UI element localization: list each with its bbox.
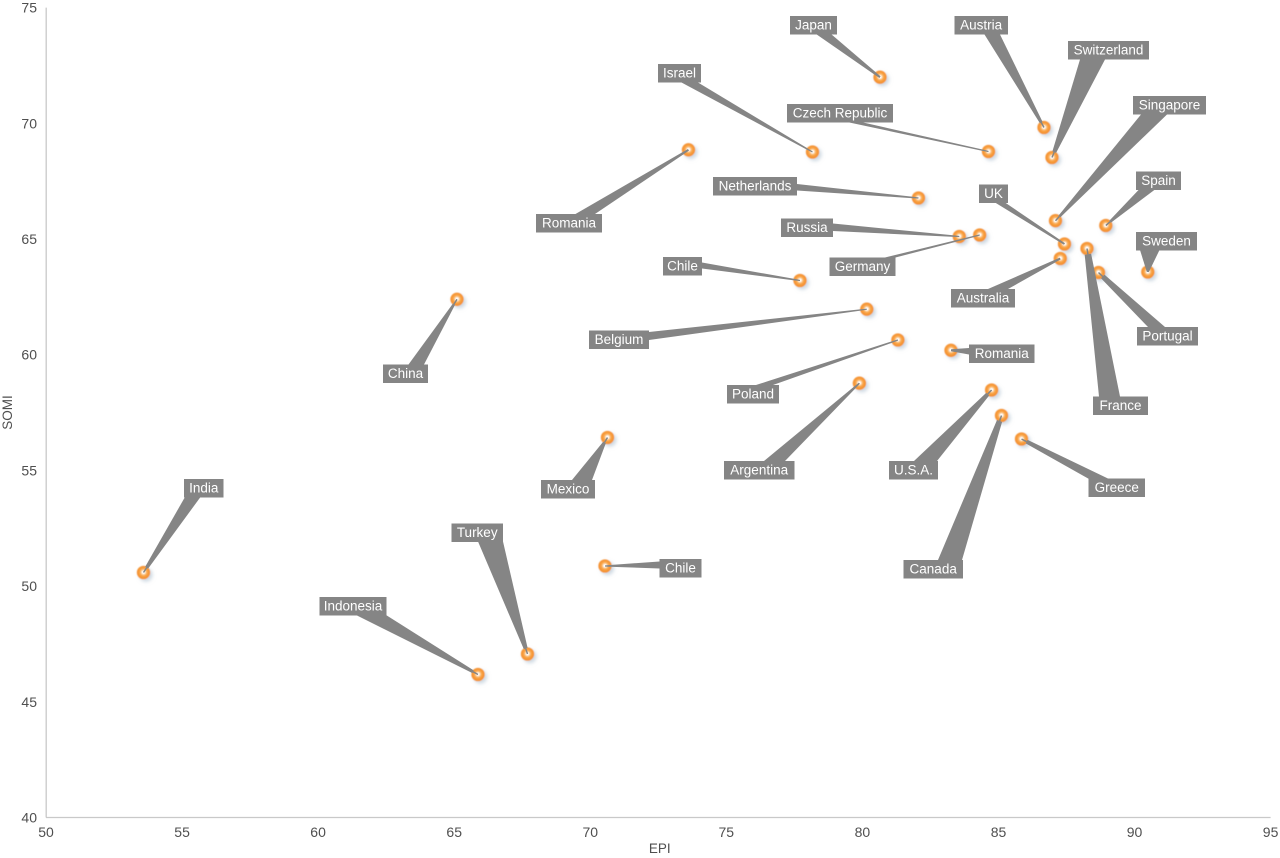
svg-text:Poland: Poland	[732, 387, 774, 402]
svg-text:Singapore: Singapore	[1139, 98, 1201, 113]
svg-text:50: 50	[38, 824, 54, 840]
svg-text:Argentina: Argentina	[730, 463, 788, 478]
svg-text:Romania: Romania	[975, 346, 1030, 361]
svg-text:Russia: Russia	[786, 220, 828, 235]
svg-text:50: 50	[21, 578, 37, 594]
svg-text:75: 75	[719, 824, 735, 840]
svg-text:Chile: Chile	[665, 561, 696, 576]
svg-text:55: 55	[21, 462, 37, 478]
svg-text:Austria: Austria	[960, 18, 1003, 33]
svg-text:Netherlands: Netherlands	[719, 179, 792, 194]
svg-text:Indonesia: Indonesia	[324, 599, 383, 614]
svg-text:Romania: Romania	[542, 216, 597, 231]
svg-text:Germany: Germany	[835, 259, 891, 274]
svg-text:70: 70	[583, 824, 599, 840]
svg-text:70: 70	[21, 115, 37, 131]
svg-text:80: 80	[855, 824, 871, 840]
svg-text:65: 65	[21, 231, 37, 247]
svg-text:Japan: Japan	[795, 18, 832, 33]
svg-text:60: 60	[21, 347, 37, 363]
svg-text:75: 75	[21, 0, 37, 16]
svg-text:SOMI: SOMI	[0, 395, 15, 430]
svg-text:55: 55	[174, 824, 190, 840]
svg-text:Mexico: Mexico	[547, 482, 590, 497]
svg-text:Sweden: Sweden	[1142, 234, 1191, 249]
svg-text:France: France	[1099, 398, 1141, 413]
svg-text:45: 45	[21, 694, 37, 710]
svg-text:China: China	[388, 366, 424, 381]
svg-text:85: 85	[991, 824, 1007, 840]
svg-text:90: 90	[1127, 824, 1143, 840]
svg-text:95: 95	[1263, 824, 1279, 840]
svg-text:Canada: Canada	[910, 562, 958, 577]
svg-text:Switzerland: Switzerland	[1074, 43, 1144, 58]
svg-text:Portugal: Portugal	[1142, 329, 1192, 344]
svg-text:65: 65	[446, 824, 462, 840]
svg-text:Chile: Chile	[667, 259, 698, 274]
svg-text:EPI: EPI	[649, 841, 671, 856]
svg-text:Spain: Spain	[1141, 173, 1176, 188]
svg-text:India: India	[189, 481, 219, 496]
svg-text:60: 60	[310, 824, 326, 840]
svg-text:40: 40	[21, 810, 37, 826]
svg-text:Belgium: Belgium	[595, 332, 644, 347]
svg-text:Czech Republic: Czech Republic	[793, 106, 888, 121]
svg-text:Australia: Australia	[957, 291, 1010, 306]
svg-text:Turkey: Turkey	[457, 525, 498, 540]
svg-text:Israel: Israel	[663, 66, 696, 81]
svg-text:UK: UK	[984, 186, 1003, 201]
svg-text:Greece: Greece	[1095, 480, 1139, 495]
svg-text:U.S.A.: U.S.A.	[894, 463, 933, 478]
